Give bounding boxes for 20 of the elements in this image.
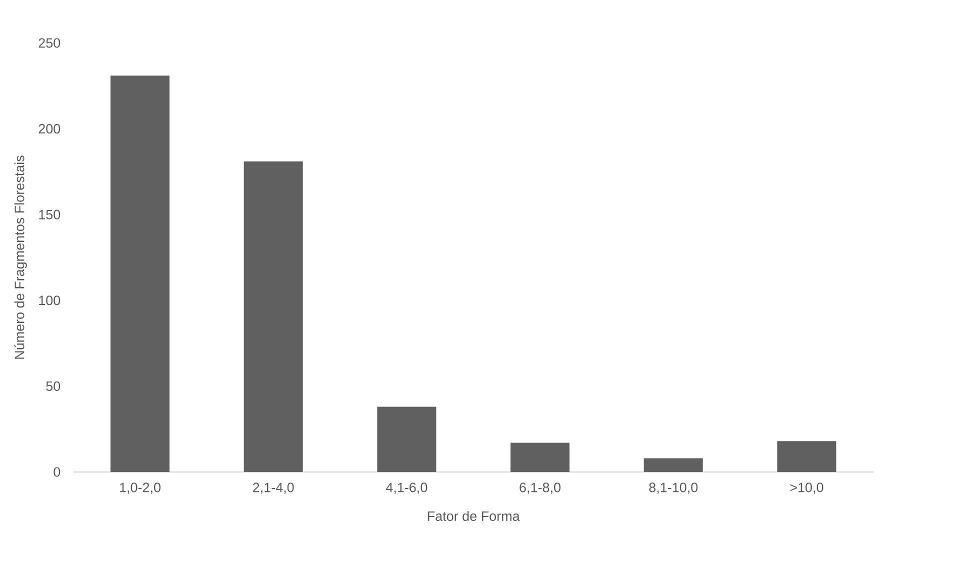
x-tick-label: >10,0 — [790, 482, 824, 494]
bar — [244, 161, 303, 472]
x-tick-label: 4,1-6,0 — [386, 482, 428, 494]
y-tick-label: 250 — [38, 38, 60, 48]
x-axis-title: Fator de Forma — [428, 511, 520, 521]
x-tick-label: 2,1-4,0 — [253, 482, 294, 494]
bar — [777, 441, 836, 472]
bar — [510, 442, 570, 472]
y-tick-label: 200 — [38, 124, 60, 134]
x-tick-label: 1,0-2,0 — [120, 482, 160, 494]
bar — [110, 76, 170, 472]
y-tick-label: 150 — [39, 210, 60, 220]
x-tick-label: 6,1-8,0 — [520, 482, 560, 494]
bar — [644, 458, 703, 472]
y-tick-label: 50 — [46, 381, 60, 391]
x-tick-label: 8,1-10,0 — [649, 482, 698, 494]
bar — [377, 406, 436, 472]
y-tick-label: 100 — [39, 296, 60, 306]
y-axis-title: Número de Fragmentos Florestais — [14, 156, 27, 359]
y-tick-label: 0 — [54, 467, 60, 477]
